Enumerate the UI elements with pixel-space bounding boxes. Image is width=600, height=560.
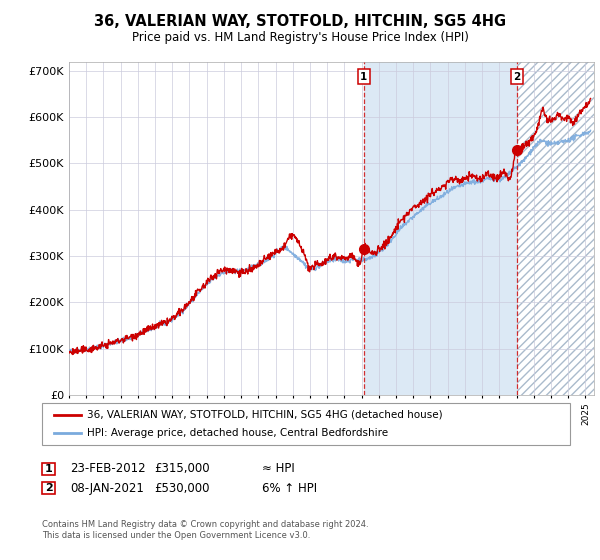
Text: £315,000: £315,000 <box>154 462 210 475</box>
Text: 1: 1 <box>360 72 367 82</box>
Text: 1: 1 <box>45 464 52 474</box>
Text: 6% ↑ HPI: 6% ↑ HPI <box>262 482 317 495</box>
Text: 2: 2 <box>514 72 521 82</box>
Text: 36, VALERIAN WAY, STOTFOLD, HITCHIN, SG5 4HG (detached house): 36, VALERIAN WAY, STOTFOLD, HITCHIN, SG5… <box>87 410 443 420</box>
Text: 08-JAN-2021: 08-JAN-2021 <box>70 482 144 495</box>
Text: £530,000: £530,000 <box>154 482 210 495</box>
Bar <box>364 62 517 395</box>
Text: 23-FEB-2012: 23-FEB-2012 <box>70 462 146 475</box>
Text: Contains HM Land Registry data © Crown copyright and database right 2024.
This d: Contains HM Land Registry data © Crown c… <box>42 520 368 540</box>
Bar <box>517 62 594 395</box>
Text: ≈ HPI: ≈ HPI <box>262 462 295 475</box>
Text: 36, VALERIAN WAY, STOTFOLD, HITCHIN, SG5 4HG: 36, VALERIAN WAY, STOTFOLD, HITCHIN, SG5… <box>94 14 506 29</box>
Text: HPI: Average price, detached house, Central Bedfordshire: HPI: Average price, detached house, Cent… <box>87 428 388 438</box>
Text: 2: 2 <box>45 483 52 493</box>
Text: Price paid vs. HM Land Registry's House Price Index (HPI): Price paid vs. HM Land Registry's House … <box>131 31 469 44</box>
